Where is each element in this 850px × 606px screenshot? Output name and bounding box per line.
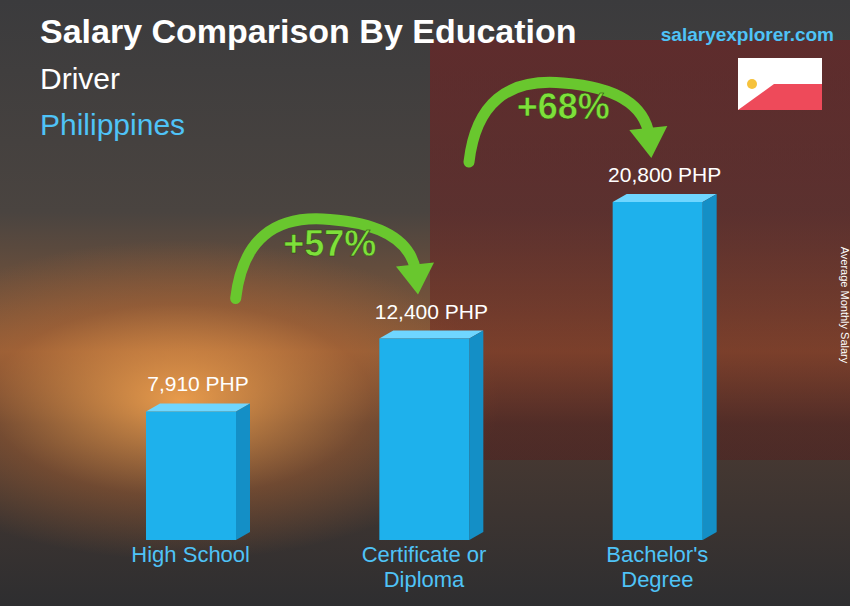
html-text:Salary Comparison By Education: Salary Comparison By Education — [40, 12, 577, 50]
svg-text:20,800 PHP: 20,800 PHP — [608, 163, 721, 186]
svg-text:7,910 PHP: 7,910 PHP — [147, 372, 249, 395]
svg-text:+68%: +68% — [517, 86, 610, 127]
html-text:Philippines: Philippines — [40, 108, 186, 141]
svg-text:High School: High School — [131, 542, 250, 567]
svg-text:12,400 PHP: 12,400 PHP — [375, 300, 488, 323]
html-text:salaryexplorer.com: salaryexplorer.com — [660, 24, 834, 45]
svg-text:Average Monthly Salary: Average Monthly Salary — [839, 247, 842, 364]
svg-text:+57%: +57% — [283, 223, 376, 264]
svg-text:Certificate orDiploma: Certificate orDiploma — [362, 542, 487, 592]
html-text:Driver: Driver — [40, 62, 120, 95]
svg-text:Bachelor'sDegree: Bachelor'sDegree — [606, 542, 708, 592]
